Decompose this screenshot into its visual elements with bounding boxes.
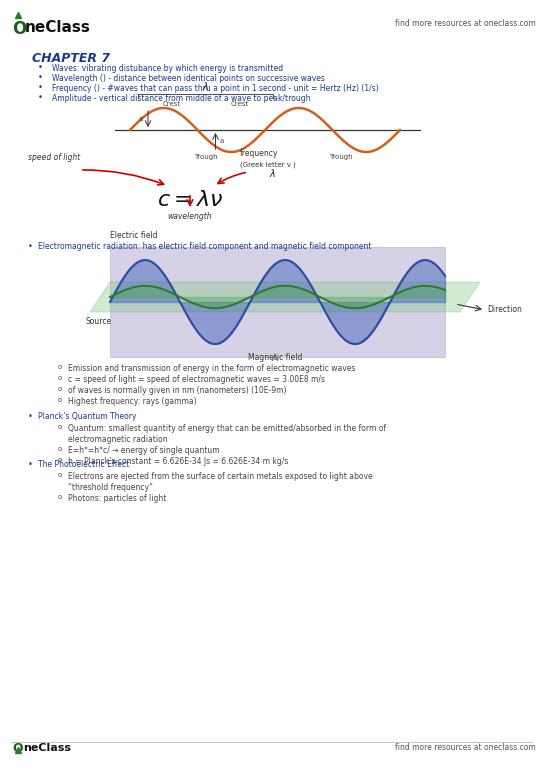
Text: electromagnetic radiation: electromagnetic radiation	[68, 435, 168, 444]
Text: Electrons are ejected from the surface of certain metals exposed to light above: Electrons are ejected from the surface o…	[68, 472, 373, 481]
Text: Direction: Direction	[487, 306, 522, 314]
Text: wavelength: wavelength	[168, 212, 212, 221]
Text: a: a	[219, 138, 224, 144]
Text: •: •	[38, 93, 43, 102]
Text: Highest frequency: rays (gamma): Highest frequency: rays (gamma)	[68, 397, 196, 406]
Text: o: o	[58, 364, 62, 370]
Text: •: •	[38, 73, 43, 82]
Text: “threshold frequency”: “threshold frequency”	[68, 483, 153, 492]
Text: (Greek letter ν ): (Greek letter ν )	[240, 162, 296, 168]
Text: Photons: particles of light: Photons: particles of light	[68, 494, 166, 503]
Text: c = speed of light = speed of electromagnetic waves = 3.00E8 m/s: c = speed of light = speed of electromag…	[68, 375, 325, 384]
Text: neClass: neClass	[23, 743, 71, 753]
Text: o: o	[58, 472, 62, 478]
Text: O: O	[12, 742, 23, 755]
Text: find more resources at oneclass.com: find more resources at oneclass.com	[395, 19, 536, 28]
Text: of waves is normally given in nm (nanometers) (10E-9m): of waves is normally given in nm (nanome…	[68, 386, 287, 395]
Text: Crest: Crest	[163, 101, 181, 107]
Text: Electric field: Electric field	[110, 231, 158, 240]
Text: h = Planck’s constant = 6.626E-34 Js = 6.626E-34 m kg/s: h = Planck’s constant = 6.626E-34 Js = 6…	[68, 457, 288, 466]
Text: o: o	[58, 375, 62, 381]
Text: $c = \lambda\nu$: $c = \lambda\nu$	[157, 190, 223, 210]
Polygon shape	[110, 247, 445, 357]
Text: •: •	[38, 83, 43, 92]
Text: Trough: Trough	[194, 154, 217, 160]
Text: Trough: Trough	[329, 154, 353, 160]
Text: O: O	[12, 20, 26, 38]
Text: Quantum: smallest quantity of energy that can be emitted/absorbed in the form of: Quantum: smallest quantity of energy tha…	[68, 424, 386, 433]
Text: Emission and transmission of energy in the form of electromagnetic waves: Emission and transmission of energy in t…	[68, 364, 355, 373]
Text: •: •	[38, 63, 43, 72]
Text: speed of light: speed of light	[28, 153, 81, 162]
Text: Waves: vibrating distubance by which energy is transmitted: Waves: vibrating distubance by which ene…	[52, 64, 283, 73]
Polygon shape	[90, 282, 480, 312]
Text: o: o	[58, 494, 62, 500]
Text: Crest: Crest	[230, 101, 248, 107]
Text: Wavelength () - distance between identical points on successive waves: Wavelength () - distance between identic…	[52, 74, 325, 83]
Text: Electromagnetic radiation: has electric field component and magnetic field compo: Electromagnetic radiation: has electric …	[38, 242, 372, 251]
Text: Planck’s Quantum Theory: Planck’s Quantum Theory	[38, 412, 137, 421]
Text: CHAPTER 7: CHAPTER 7	[32, 52, 110, 65]
Text: $\lambda$: $\lambda$	[269, 167, 276, 179]
Text: Amplitude - vertical distance from middle of a wave to peak/trough: Amplitude - vertical distance from middl…	[52, 94, 311, 103]
Text: neClass: neClass	[25, 20, 91, 35]
Text: o: o	[58, 424, 62, 430]
Text: •: •	[28, 242, 33, 251]
Text: •: •	[28, 460, 33, 469]
Text: a: a	[139, 116, 143, 122]
Text: $\lambda$: $\lambda$	[202, 80, 209, 92]
Text: o: o	[58, 397, 62, 403]
Text: o: o	[58, 446, 62, 452]
Text: o: o	[58, 386, 62, 392]
Text: Frequency () - #waves that can pass thru a point in 1 second - unit = Hertz (Hz): Frequency () - #waves that can pass thru…	[52, 84, 379, 93]
Text: Magnetic field: Magnetic field	[248, 353, 302, 362]
Text: frequency: frequency	[240, 149, 279, 158]
Text: o: o	[58, 457, 62, 463]
Text: find more resources at oneclass.com: find more resources at oneclass.com	[395, 744, 536, 752]
Text: Source: Source	[85, 317, 111, 326]
Text: •: •	[28, 412, 33, 421]
Text: The Photoelectric Effect: The Photoelectric Effect	[38, 460, 129, 469]
Text: E=h*=h*c/ → energy of single quantum: E=h*=h*c/ → energy of single quantum	[68, 446, 220, 455]
